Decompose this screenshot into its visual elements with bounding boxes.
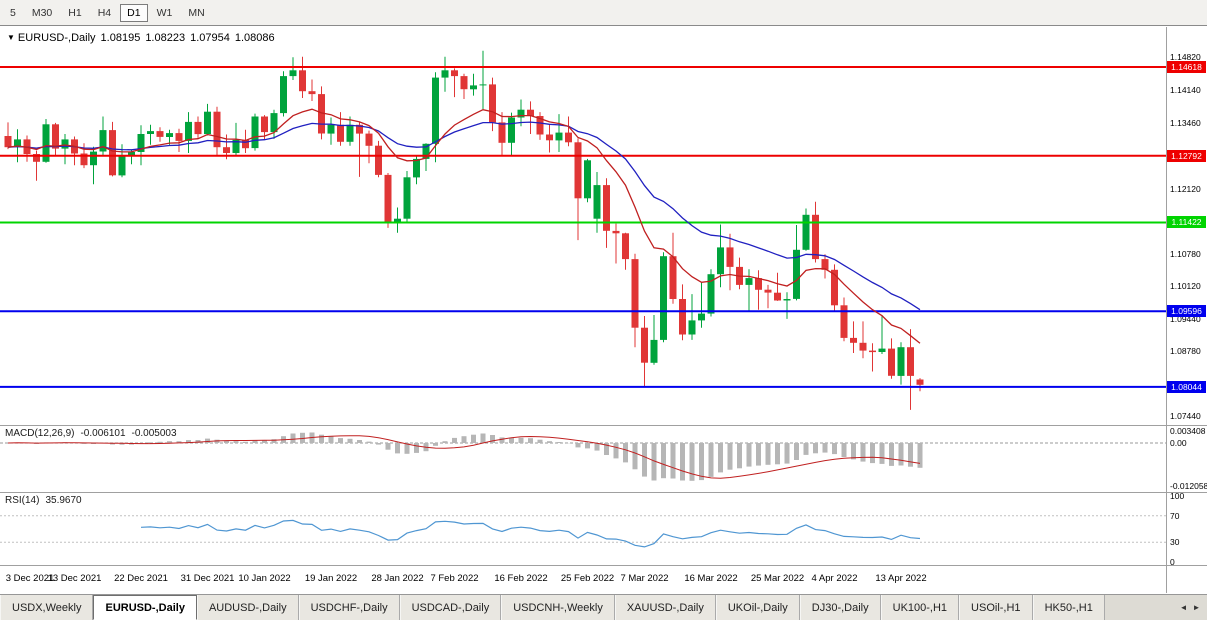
price-axis-label: 1.14140	[1170, 85, 1201, 96]
rsi-line	[140, 519, 921, 548]
panel-splitter-timeaxis[interactable]	[0, 565, 1207, 566]
chart-title: ▼ EURUSD-,Daily 1.08195 1.08223 1.07954 1.080…	[7, 32, 280, 44]
tab-scroll-left-icon[interactable]: ◄	[1179, 603, 1188, 612]
price-tag: 1.14618	[1167, 60, 1206, 73]
chart-tab-ukoil-daily[interactable]: UKOil-,Daily	[715, 595, 800, 620]
time-axis-label: 25 Feb 2022	[560, 573, 615, 584]
time-axis-label: 3 Dec 2021	[5, 573, 55, 584]
time-axis-label: 10 Jan 2022	[238, 573, 291, 584]
chart-tab-usdcnh-weekly[interactable]: USDCNH-,Weekly	[501, 595, 615, 620]
macd-indicator-label: MACD(12,26,9) -0.006101 -0.005003	[5, 428, 183, 439]
rsi-canvas[interactable]	[0, 493, 1166, 565]
price-tag: 1.09596	[1167, 305, 1206, 318]
rsi-axis-label: 0	[1170, 557, 1175, 567]
time-axis-label: 7 Mar 2022	[620, 573, 669, 584]
macd-main-value: -0.006101	[80, 428, 126, 439]
chart-tab-usoil-h1[interactable]: USOil-,H1	[959, 595, 1033, 620]
rsi-axis-label: 30	[1170, 537, 1180, 548]
chart-tab-usdx-weekly[interactable]: USDX,Weekly	[0, 595, 94, 620]
chart-symbol-label: EURUSD-,Daily	[17, 32, 96, 44]
macd-axis-label: -0.012058	[1170, 481, 1207, 492]
timeframe-button-h4[interactable]: H4	[97, 6, 112, 19]
panel-splitter-macd[interactable]	[0, 425, 1207, 426]
chart-window: ▼ EURUSD-,Daily 1.08195 1.08223 1.07954 1.080…	[0, 27, 1207, 593]
ohlc-low: 1.07954	[190, 32, 230, 44]
ohlc-open: 1.08195	[100, 32, 141, 44]
timeframe-button-5[interactable]: 5	[10, 6, 16, 19]
price-axis-label: 1.08780	[1170, 346, 1201, 357]
time-axis-label: 16 Mar 2022	[684, 573, 738, 584]
macd-histogram	[15, 432, 923, 481]
tab-scroll-right-icon[interactable]: ►	[1192, 603, 1201, 612]
time-axis-label: 22 Dec 2021	[114, 573, 168, 584]
time-axis-label: 25 Mar 2022	[750, 573, 805, 584]
macd-name: MACD(12,26,9)	[5, 428, 75, 439]
timeframe-button-m30[interactable]: M30	[31, 6, 53, 19]
ohlc-high: 1.08223	[145, 32, 186, 44]
time-axis-label: 28 Jan 2022	[371, 573, 424, 584]
support-resistance-lines[interactable]	[0, 66, 1166, 388]
candles-layer	[4, 50, 924, 410]
chart-tab-uk100-h1[interactable]: UK100-,H1	[880, 595, 960, 620]
chart-tab-dj30-daily[interactable]: DJ30-,Daily	[799, 595, 881, 620]
time-axis-label: 7 Feb 2022	[430, 573, 479, 584]
price-tag: 1.12792	[1167, 149, 1206, 162]
time-axis-label: 16 Feb 2022	[494, 573, 548, 584]
time-axis-label: 31 Dec 2021	[180, 573, 235, 584]
rsi-axis-label: 100	[1170, 491, 1185, 501]
chart-tab-usdchf-daily[interactable]: USDCHF-,Daily	[298, 595, 400, 620]
time-axis-label: 13 Apr 2022	[875, 573, 927, 584]
price-axis-label: 1.13460	[1170, 118, 1201, 129]
price-tag: 1.08044	[1167, 380, 1206, 393]
time-axis-label: 19 Jan 2022	[304, 573, 358, 584]
macd-axis-label: 0.003408	[1170, 425, 1206, 436]
ma-slow-line	[7, 121, 921, 311]
tab-scroll-controls: ◄ ►	[1173, 595, 1207, 620]
price-axis-label: 1.09440	[1170, 313, 1201, 324]
chart-tabs: USDX,Weekly EURUSD-,Daily AUDUSD-,Daily USD…	[0, 595, 1173, 620]
rsi-level-lines	[0, 515, 1166, 543]
price-axis-divider	[1166, 27, 1167, 593]
time-axis-label: 4 Apr 2022	[811, 573, 858, 584]
chart-tab-usdcad-daily[interactable]: USDCAD-,Daily	[399, 595, 502, 620]
ohlc-close: 1.08086	[234, 32, 275, 44]
chart-tab-xauusd-daily[interactable]: XAUUSD-,Daily	[614, 595, 716, 620]
chart-tab-hk50-h1[interactable]: HK50-,H1	[1032, 595, 1105, 620]
macd-signal-line	[7, 435, 921, 479]
timeframe-button-w1[interactable]: W1	[156, 6, 173, 19]
price-tag: 1.11422	[1167, 216, 1206, 229]
chart-tab-eurusd-daily[interactable]: EURUSD-,Daily	[93, 595, 197, 620]
price-axis-label: 1.10780	[1170, 248, 1201, 259]
chart-tab-bar: USDX,Weekly EURUSD-,Daily AUDUSD-,Daily USD…	[0, 594, 1207, 620]
time-axis-label: 13 Dec 2021	[47, 573, 102, 584]
time-axis: 3 Dec 2021 13 Dec 2021 22 Dec 2021 31 Dec 2…	[0, 566, 1166, 593]
chart-tab-audusd-daily[interactable]: AUDUSD-,Daily	[196, 595, 299, 620]
rsi-name: RSI(14)	[5, 495, 40, 506]
price-axis-label: 1.14820	[1170, 52, 1201, 63]
timeframe-toolbar: 5 M30 H1 H4 D1 W1 MN	[0, 0, 1207, 26]
macd-signal-value: -0.005003	[131, 428, 177, 439]
timeframe-button-h1[interactable]: H1	[68, 6, 82, 19]
chart-dropdown-icon[interactable]: ▼	[7, 33, 15, 42]
timeframe-button-d1[interactable]: D1	[120, 3, 148, 22]
rsi-axis-label: 70	[1170, 510, 1180, 521]
ma-fast-line	[7, 108, 921, 344]
price-axis-label: 1.12120	[1170, 183, 1201, 194]
panel-splitter-rsi[interactable]	[0, 492, 1207, 493]
rsi-indicator-label: RSI(14) 35.9670	[5, 495, 88, 506]
price-axis-label: 1.07440	[1170, 411, 1201, 422]
macd-canvas[interactable]	[0, 426, 1166, 492]
rsi-value: 35.9670	[45, 495, 82, 506]
price-axis-label: 1.10120	[1170, 280, 1201, 291]
macd-axis-label: 0.00	[1170, 437, 1187, 448]
price-chart-canvas[interactable]	[0, 27, 1166, 425]
timeframe-button-mn[interactable]: MN	[188, 6, 205, 19]
